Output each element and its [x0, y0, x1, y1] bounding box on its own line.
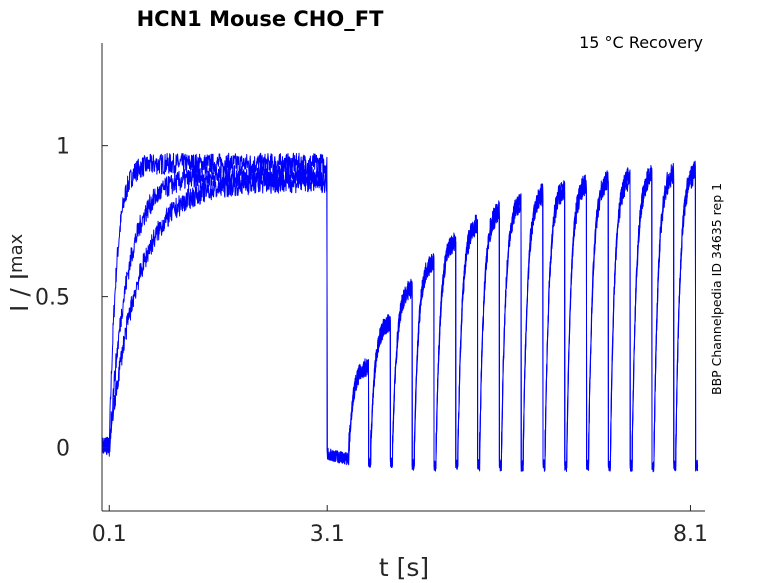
x-tick-label: 3.1 — [310, 522, 345, 547]
series-layer — [101, 152, 699, 473]
condition-annotation: 15 °C Recovery — [579, 33, 703, 52]
y-tick-label: 0 — [56, 437, 70, 462]
chart-title: HCN1 Mouse CHO_FT — [137, 7, 384, 31]
y-axis-label-main: I / I — [5, 273, 34, 312]
y-tick-label: 1 — [56, 135, 70, 160]
x-axis-label: t [s] — [379, 553, 429, 582]
x-ticks: 0.1 3.1 8.1 — [92, 505, 708, 547]
x-tick-label: 8.1 — [673, 522, 708, 547]
series-trace-3 — [101, 167, 699, 472]
x-tick-label: 0.1 — [92, 522, 127, 547]
y-ticks: 00.51 — [35, 135, 108, 462]
source-note: BBP Channelpedia ID 34635 rep 1 — [709, 183, 724, 395]
plot-area: 0.1 3.1 8.1 00.51 — [35, 43, 708, 547]
y-tick-label: 0.5 — [35, 286, 70, 311]
y-axis-label-subscript: max — [6, 233, 27, 273]
y-axis-label: I / Imax — [5, 233, 34, 312]
